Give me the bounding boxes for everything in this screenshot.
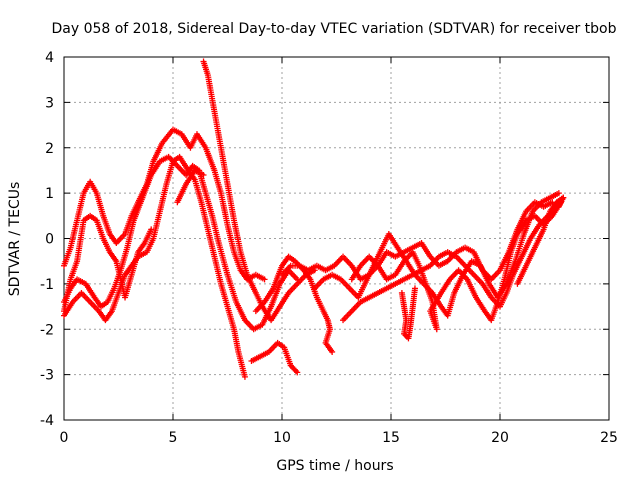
y-tick-label: 2 xyxy=(45,141,54,157)
y-tick-label: 0 xyxy=(45,232,54,248)
x-tick-label: 5 xyxy=(169,430,178,446)
series-arc-7 xyxy=(248,339,301,376)
y-tick-label: 1 xyxy=(45,186,54,202)
x-tick-label: 20 xyxy=(491,430,509,446)
series-arc-5 xyxy=(174,167,207,206)
x-axis-label: GPS time / hours xyxy=(276,458,393,474)
data-point xyxy=(200,171,207,178)
series-arc-4 xyxy=(61,212,155,315)
data-points xyxy=(61,58,567,380)
y-axis-label: SDTVAR / TECUs xyxy=(7,182,23,297)
x-tick-label: 0 xyxy=(60,430,69,446)
y-tick-label: 4 xyxy=(45,50,54,66)
series-arc-10 xyxy=(311,190,562,319)
series-arc-12 xyxy=(348,199,565,333)
series-arc-3 xyxy=(61,153,248,380)
y-tick-label: 3 xyxy=(45,95,54,111)
chart-title: Day 058 of 2018, Sidereal Day-to-day VTE… xyxy=(51,21,616,37)
data-point xyxy=(329,348,336,355)
y-tick-label: -1 xyxy=(40,277,54,293)
series-arc-8 xyxy=(252,253,336,355)
data-point xyxy=(148,226,155,233)
series-arc-14 xyxy=(514,194,567,287)
data-point xyxy=(411,285,418,292)
series-arc-13 xyxy=(398,285,418,342)
x-tick-label: 15 xyxy=(382,430,400,446)
data-point xyxy=(241,373,248,380)
series-arc-6 xyxy=(200,58,318,324)
data-point xyxy=(294,369,301,376)
y-tick-label: -2 xyxy=(40,322,54,338)
data-point xyxy=(555,190,562,197)
y-tick-label: -4 xyxy=(40,413,54,429)
data-point xyxy=(261,276,268,283)
x-tick-label: 25 xyxy=(600,430,618,446)
data-point xyxy=(555,203,562,210)
y-tick-label: -3 xyxy=(40,368,54,384)
x-tick-label: 10 xyxy=(273,430,291,446)
